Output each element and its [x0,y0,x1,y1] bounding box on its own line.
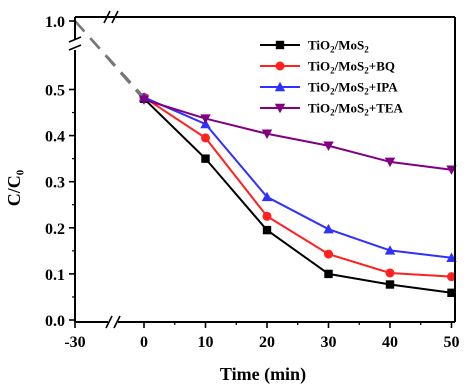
series-4 [74,20,457,175]
y-tick-label: 0.3 [45,175,65,192]
data-point [201,133,210,143]
data-point [384,245,396,255]
data-point [324,249,333,259]
legend-label: TiO2/MoS2+TEA [308,101,404,118]
legend-label: TiO2/MoS2 [308,38,369,55]
x-break-mark-2 [113,315,121,329]
data-point [262,211,272,221]
data-point [447,288,456,298]
series-dashed-segment [74,20,145,101]
legend-entry-4: TiO2/MoS2+TEA [260,101,404,118]
series-2 [74,20,456,282]
y-break-mark-2 [68,44,82,51]
x-tick-label: 30 [321,334,337,351]
legend-marker [275,40,285,50]
data-point [323,141,334,151]
data-point [324,269,333,279]
y-axis-title: C/C₀ [4,170,24,206]
y-tick-label: 0.4 [45,129,65,146]
y-break-mark-1 [68,36,82,43]
y-tick-label: 1.0 [45,14,65,31]
legend-label: TiO2/MoS2+IPA [308,80,398,97]
data-point [385,268,395,278]
x-tick-label: -30 [64,334,85,351]
x-tick-label: 20 [259,334,275,351]
data-point [385,280,395,289]
data-point [261,191,273,202]
legend-marker [274,81,286,92]
x-break-top-mark-2 [111,10,119,24]
legend-entry-1: TiO2/MoS2 [260,38,369,55]
x-break-mark-1 [105,315,113,329]
data-point [201,154,210,163]
legend-marker [274,103,286,114]
series-3 [74,20,457,262]
y-tick-label: 0.2 [45,221,65,238]
y-tick-label: 0.5 [45,83,65,100]
series-line [143,96,452,278]
data-point [261,129,273,139]
legend-entry-3: TiO2/MoS2+IPA [260,80,398,97]
x-tick-label: 10 [198,334,214,351]
data-point [138,95,150,105]
x-tick-label: 40 [382,334,398,351]
series-line [143,96,452,259]
data-point [262,225,272,235]
x-break-top-mark-1 [103,10,111,24]
legend-marker [275,61,285,71]
data-point [323,223,334,234]
y-tick-label: 0.0 [45,313,65,330]
series-line [143,98,452,294]
series-line [143,98,452,171]
x-tick-label: 0 [140,334,148,351]
x-axis-title: Time (min) [220,364,306,385]
data-point [447,272,456,282]
data-point [200,114,211,124]
legend-entry-2: TiO2/MoS2+BQ [260,59,395,76]
x-tick-label: 50 [444,334,460,351]
legend-label: TiO2/MoS2+BQ [308,59,395,76]
y-tick-label: 0.1 [45,267,65,284]
series-1 [74,20,456,298]
data-point [384,157,396,168]
